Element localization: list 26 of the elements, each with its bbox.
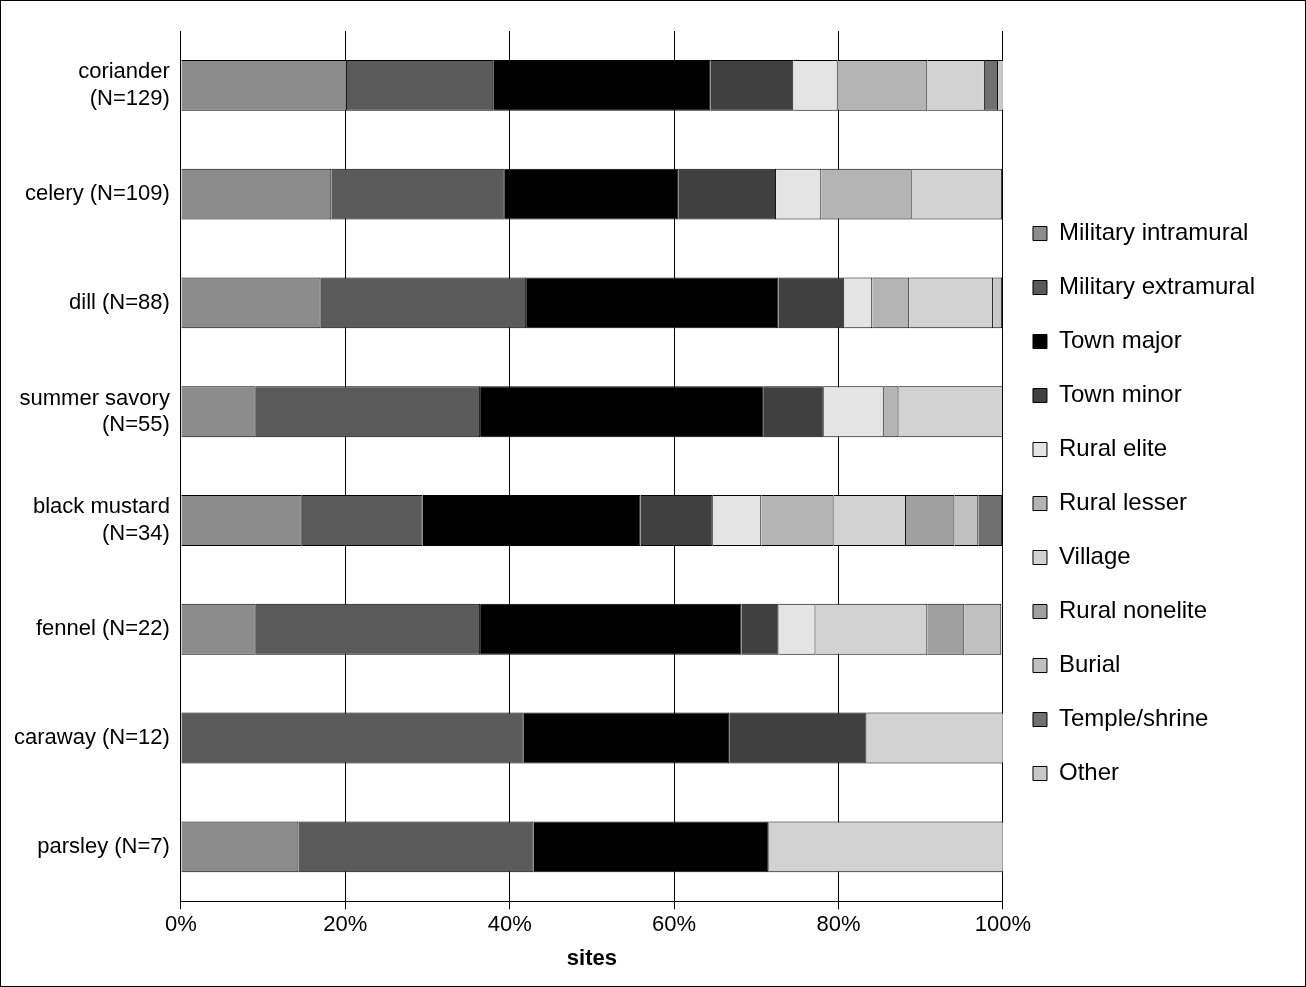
legend-label: Village: [1058, 542, 1131, 570]
legend-label: Rural elite: [1058, 434, 1168, 462]
legend-label: Town major: [1058, 326, 1182, 354]
legend-label: Military extramural: [1058, 272, 1255, 300]
x-tick-label: 60%: [652, 911, 697, 937]
legend-label: Temple/shrine: [1058, 704, 1209, 732]
x-axis-title: sites: [566, 944, 618, 970]
y-tick-label: coriander (N=129): [78, 58, 170, 110]
y-tick-label: black mustard (N=34): [32, 493, 170, 545]
legend-label: Town minor: [1058, 380, 1182, 408]
y-tick-label: celery (N=109): [25, 180, 170, 206]
legend-label: Military intramural: [1058, 218, 1249, 246]
x-tick-label: 80%: [816, 911, 861, 937]
legend-label: Rural lesser: [1058, 488, 1188, 516]
x-tick-label: 0%: [164, 911, 197, 937]
y-tick-label: fennel (N=22): [35, 615, 170, 641]
legend-label: Other: [1058, 758, 1119, 786]
x-tick-label: 20%: [323, 911, 368, 937]
legend-label: Rural nonelite: [1058, 596, 1208, 624]
y-tick-label: parsley (N=7): [37, 832, 170, 858]
y-tick-label: summer savory (N=55): [19, 384, 170, 436]
y-tick-label: caraway (N=12): [14, 724, 170, 750]
legend-label: Burial: [1058, 650, 1121, 678]
x-tick-label: 40%: [487, 911, 532, 937]
y-tick-label: dill (N=88): [69, 289, 170, 314]
x-tick-label: 100%: [974, 911, 1032, 937]
